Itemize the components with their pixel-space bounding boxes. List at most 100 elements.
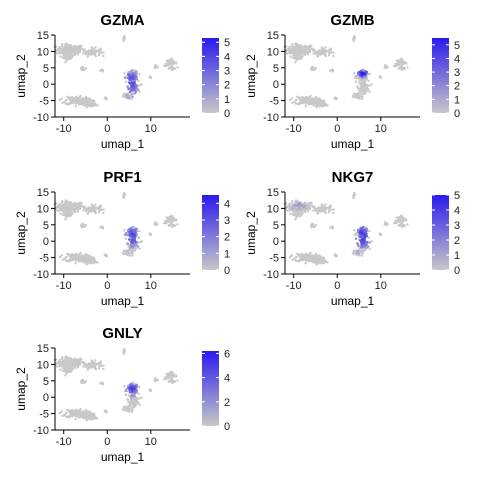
legend-tick-label: 2 <box>454 235 460 247</box>
cell-point <box>126 85 130 88</box>
cell-point <box>78 259 81 262</box>
cell-point <box>303 100 307 103</box>
cell-point <box>295 98 298 102</box>
legend-tick-label: 0 <box>224 108 230 120</box>
cell-point <box>134 398 137 401</box>
cell-point <box>176 379 179 382</box>
cell-point <box>365 86 368 90</box>
cell-point <box>84 380 88 383</box>
cell-point <box>123 385 126 388</box>
cell-point <box>86 254 89 257</box>
cell-point <box>326 261 329 264</box>
cell-point <box>297 57 300 61</box>
cell-point <box>91 360 94 363</box>
cell-point <box>76 205 79 208</box>
cell-point <box>86 208 90 212</box>
cell-point <box>98 364 101 368</box>
cell-point <box>131 76 134 79</box>
cell-point <box>70 98 74 101</box>
cell-point <box>368 229 371 233</box>
cell-point <box>332 208 335 211</box>
y-tick-label: 0 <box>43 392 49 404</box>
x-tick-label: 0 <box>104 123 110 135</box>
cell-point <box>86 257 90 261</box>
cell-point <box>287 204 290 207</box>
cell-point <box>58 255 62 259</box>
y-tick-label: 5 <box>43 376 49 388</box>
cell-point <box>56 365 59 368</box>
cell-point <box>123 350 127 353</box>
cell-point <box>70 96 74 99</box>
cell-point <box>309 257 312 260</box>
cell-point <box>316 97 319 100</box>
cell-point <box>379 75 382 79</box>
cell-point <box>56 52 59 55</box>
cell-point <box>291 207 294 210</box>
cell-point <box>174 374 178 377</box>
cell-point <box>133 393 136 397</box>
cell-point <box>100 208 103 211</box>
cell-point <box>298 48 302 51</box>
legend-tick-label: 3 <box>454 67 460 79</box>
cell-point <box>296 200 299 203</box>
cell-point <box>100 51 103 54</box>
cell-point <box>122 409 125 412</box>
cell-point <box>354 75 358 78</box>
cell-point <box>133 239 136 242</box>
legend-tick-label: 0 <box>454 265 460 277</box>
cell-point <box>332 51 335 54</box>
cell-point <box>131 403 134 406</box>
color-legend-bar <box>432 38 449 113</box>
cell-point <box>286 52 289 55</box>
cell-point <box>130 254 134 257</box>
cell-point <box>138 241 141 244</box>
legend-tick-label: 5 <box>454 190 460 202</box>
cell-point <box>361 252 364 255</box>
cell-point <box>79 257 82 260</box>
cell-point <box>78 97 81 100</box>
cell-point <box>131 394 134 397</box>
cell-point <box>329 204 332 207</box>
cell-point <box>294 259 297 262</box>
cell-point <box>62 204 66 207</box>
y-tick-label: 15 <box>267 30 279 42</box>
cell-point <box>60 254 63 257</box>
cell-point <box>97 361 101 365</box>
cell-point <box>367 88 370 91</box>
cell-point <box>319 49 323 52</box>
legend-tick-label: 0 <box>224 421 230 433</box>
cell-point <box>316 55 319 58</box>
cell-point <box>123 34 126 38</box>
cell-point <box>126 407 130 410</box>
cell-point <box>368 90 371 94</box>
cell-point <box>74 259 78 262</box>
cell-point <box>131 252 134 255</box>
cell-point <box>327 211 331 214</box>
cell-point <box>134 234 137 237</box>
cell-point <box>122 352 125 356</box>
cell-point <box>126 398 130 401</box>
cell-point <box>287 47 290 50</box>
cell-point <box>335 254 338 258</box>
cell-point <box>301 211 304 214</box>
cell-point <box>79 100 82 103</box>
cell-point <box>69 202 73 205</box>
cell-point <box>292 210 295 214</box>
cell-point <box>314 67 318 70</box>
cell-point <box>72 205 75 208</box>
cell-point <box>82 102 85 105</box>
cell-point <box>63 43 67 46</box>
cell-point <box>81 66 85 69</box>
cell-point <box>321 100 324 103</box>
cell-point <box>368 241 371 244</box>
cell-point <box>73 100 77 103</box>
cell-point <box>91 415 94 418</box>
cell-point <box>329 47 332 50</box>
cell-point <box>123 229 126 232</box>
cell-point <box>176 66 179 69</box>
cell-point <box>83 225 86 229</box>
legend-tick-label: 3 <box>224 215 230 227</box>
cell-point <box>131 408 134 411</box>
legend-tick-label: 3 <box>454 220 460 232</box>
